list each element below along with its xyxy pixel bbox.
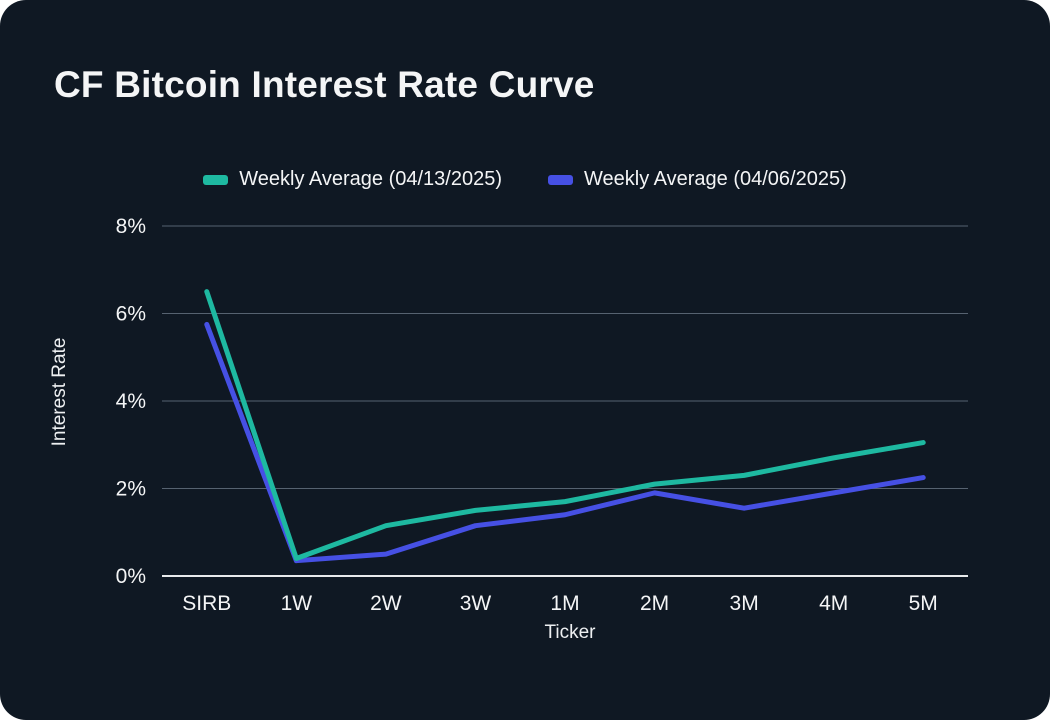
svg-text:8%: 8% (116, 215, 146, 238)
svg-text:1W: 1W (281, 592, 313, 615)
page-title: CF Bitcoin Interest Rate Curve (54, 64, 595, 105)
svg-text:2W: 2W (370, 592, 402, 615)
svg-text:5M: 5M (909, 592, 938, 615)
chart-legend: Weekly Average (04/13/2025) Weekly Avera… (0, 168, 1050, 191)
svg-text:4%: 4% (116, 390, 146, 413)
legend-item-weekly-average-0406[interactable]: Weekly Average (04/06/2025) (548, 168, 847, 191)
legend-label: Weekly Average (04/06/2025) (584, 168, 847, 190)
legend-swatch-blue-icon (548, 174, 573, 185)
svg-text:2M: 2M (640, 592, 669, 615)
x-axis-title: Ticker (544, 622, 596, 643)
svg-text:4M: 4M (819, 592, 848, 615)
y-axis-title: Interest Rate (49, 337, 70, 447)
svg-text:6%: 6% (116, 303, 146, 326)
svg-text:3W: 3W (460, 592, 492, 615)
chart-plot-area: 0% 2% 4% 6% 8% SIRB 1W 2W 3W 1M 2M 3M 4M 5M (82, 198, 982, 638)
svg-text:1M: 1M (550, 592, 579, 615)
svg-text:SIRB: SIRB (182, 592, 231, 615)
legend-swatch-teal-icon (203, 174, 229, 185)
legend-item-weekly-average-0413[interactable]: Weekly Average (04/13/2025) (203, 168, 502, 191)
svg-text:0%: 0% (116, 565, 146, 588)
interest-rate-line-chart: 0% 2% 4% 6% 8% SIRB 1W 2W 3W 1M 2M 3M 4M 5M (116, 215, 968, 615)
svg-text:3M: 3M (730, 592, 759, 615)
svg-text:2%: 2% (116, 478, 146, 501)
legend-label: Weekly Average (04/13/2025) (239, 168, 502, 190)
